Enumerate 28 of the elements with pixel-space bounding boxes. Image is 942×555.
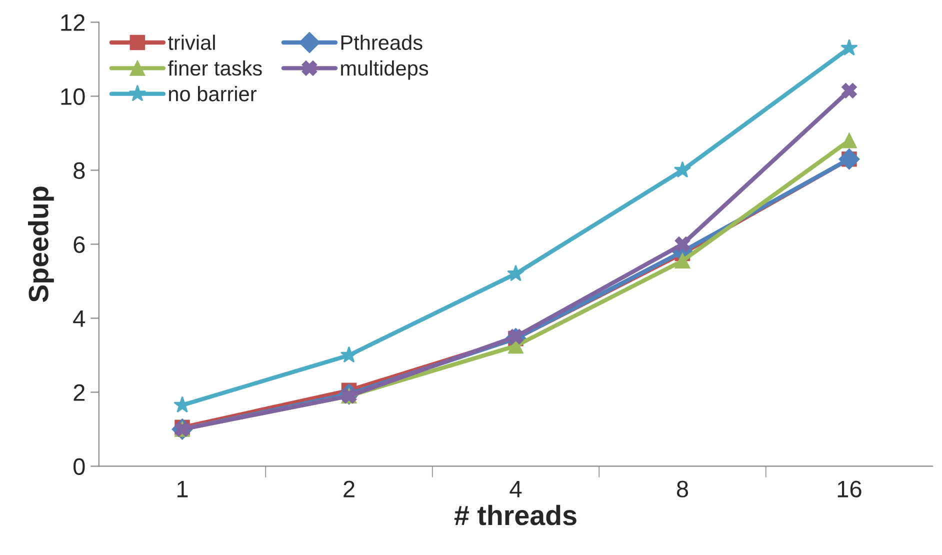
legend-label: no barrier [169,86,256,102]
point [838,148,860,170]
y-tick-label: 4 [73,310,86,327]
y-tick-label: 10 [61,88,85,105]
x-tick-label: 4 [510,480,522,498]
y-tick-label: 2 [74,384,85,401]
y-axis-title: Speedup [28,186,54,302]
x-tick-label: 16 [838,480,862,498]
point [507,264,524,282]
x-axis-title: # threads [454,504,576,526]
legend-label: Pthreads [341,34,422,50]
x-tick-label: 1 [178,480,188,498]
x-tick-label: 8 [676,480,688,498]
point [340,346,358,363]
point [674,236,690,252]
y-tick-label: 6 [74,236,85,253]
point [842,83,857,98]
point [842,132,857,148]
legend-label: multideps [341,60,428,80]
y-tick-label: 12 [61,14,85,31]
point [674,253,690,268]
legend-label: trivial [168,34,215,50]
point [674,161,692,178]
y-tick-label: 0 [74,458,85,475]
legend-label: finer tasks [168,60,262,76]
x-tick-label: 2 [344,480,354,498]
y-tick-label: 8 [74,162,85,179]
point [840,39,858,56]
